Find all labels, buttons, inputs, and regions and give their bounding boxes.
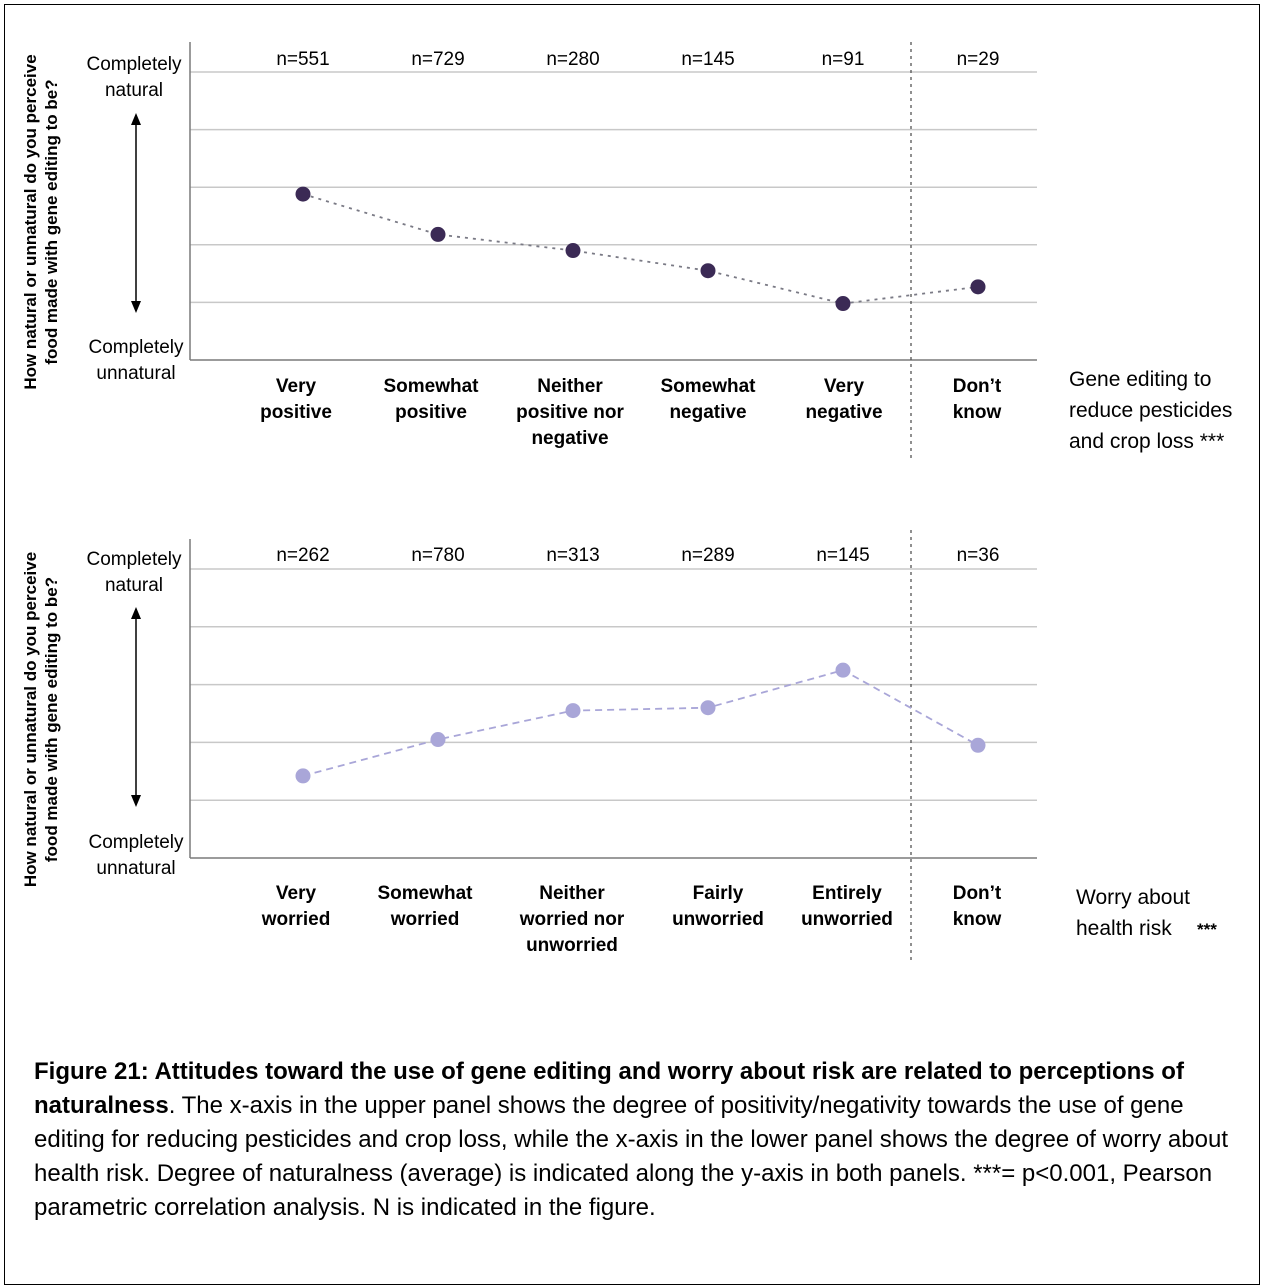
series-line <box>302 669 979 777</box>
x-tick-label: negative <box>669 402 746 423</box>
data-point <box>295 186 311 202</box>
x-tick-label: Fairly <box>693 883 744 904</box>
n-label: n=313 <box>546 545 599 566</box>
x-axis-title: Gene editing to <box>1069 368 1211 391</box>
series-line <box>302 193 979 305</box>
n-label: n=29 <box>957 49 1000 70</box>
y-bottom-label: Completely <box>88 337 184 358</box>
x-tick-label: Somewhat <box>660 376 756 397</box>
y-top-label: Completely <box>86 549 182 570</box>
n-label: n=145 <box>816 545 869 566</box>
y-arrow-up-head <box>131 113 141 125</box>
y-axis-title-line: How natural or unnatural do you perceive <box>21 552 40 887</box>
n-label: n=780 <box>411 545 464 566</box>
x-tick-label: unworried <box>526 935 618 956</box>
y-bottom-label: unnatural <box>96 363 175 384</box>
x-tick-label: unworried <box>672 909 764 930</box>
x-tick-label: Entirely <box>812 883 882 904</box>
data-point <box>700 700 716 716</box>
x-tick-label: unworried <box>801 909 893 930</box>
y-arrow-down-head <box>131 301 141 313</box>
y-bottom-label: unnatural <box>96 858 175 879</box>
x-tick-label: Neither <box>539 883 605 904</box>
data-point <box>295 768 311 784</box>
y-axis-title-line: food made with gene editing to be? <box>42 577 61 862</box>
data-point <box>835 662 851 678</box>
data-point <box>565 703 581 719</box>
x-axis-title: health risk <box>1076 917 1172 940</box>
figure-caption: Figure 21: Attitudes toward the use of g… <box>34 1055 1239 1225</box>
x-tick-label: Don’t <box>953 376 1002 397</box>
x-tick-label: know <box>953 909 1002 930</box>
figure-frame <box>4 4 1260 1285</box>
x-tick-label: Very <box>824 376 865 397</box>
y-arrow-up-head <box>131 607 141 619</box>
n-label: n=729 <box>411 49 464 70</box>
data-point <box>565 243 581 259</box>
y-top-label: Completely <box>86 54 182 75</box>
data-point <box>430 732 446 748</box>
y-top-label: natural <box>105 80 163 101</box>
x-tick-label: positive <box>260 402 332 423</box>
x-tick-label: positive nor <box>516 402 624 423</box>
x-tick-label: Very <box>276 883 317 904</box>
significance-marker: *** <box>1197 920 1217 939</box>
caption-bold: Figure 21: Attitudes toward the use of g… <box>34 1058 1184 1119</box>
data-point <box>700 263 716 279</box>
data-point <box>430 226 446 242</box>
n-label: n=280 <box>546 49 599 70</box>
x-tick-label: know <box>953 402 1002 423</box>
data-point <box>970 279 986 295</box>
x-tick-label: Somewhat <box>383 376 479 397</box>
x-tick-label: positive <box>395 402 467 423</box>
x-tick-label: Neither <box>537 376 603 397</box>
n-label: n=551 <box>276 49 329 70</box>
n-label: n=289 <box>681 545 734 566</box>
x-tick-label: Very <box>276 376 317 397</box>
x-tick-label: Don’t <box>953 883 1002 904</box>
y-top-label: natural <box>105 575 163 596</box>
x-tick-label: Somewhat <box>377 883 473 904</box>
y-axis-title-line: How natural or unnatural do you perceive <box>21 54 40 389</box>
n-label: n=91 <box>822 49 865 70</box>
x-axis-title: Worry about <box>1076 886 1190 909</box>
data-point <box>835 296 851 312</box>
data-point <box>970 737 986 753</box>
y-axis-title: How natural or unnatural do you perceive… <box>21 54 61 389</box>
y-axis-title-line: food made with gene editing to be? <box>42 79 61 364</box>
y-arrow-down-head <box>131 795 141 807</box>
caption-rest: . The x-axis in the upper panel shows th… <box>34 1092 1228 1221</box>
n-label: n=36 <box>957 545 1000 566</box>
x-tick-label: negative <box>531 428 608 449</box>
y-bottom-label: Completely <box>88 832 184 853</box>
n-label: n=145 <box>681 49 734 70</box>
figure-chart: How natural or unnatural do you perceive… <box>21 42 1232 962</box>
n-label: n=262 <box>276 545 329 566</box>
x-axis-title: reduce pesticides <box>1069 399 1232 422</box>
x-tick-label: negative <box>805 402 882 423</box>
x-tick-label: worried nor <box>519 909 625 930</box>
y-axis-title: How natural or unnatural do you perceive… <box>21 552 61 887</box>
x-tick-label: worried <box>261 909 331 930</box>
x-axis-title: and crop loss *** <box>1069 430 1224 453</box>
x-tick-label: worried <box>390 909 460 930</box>
